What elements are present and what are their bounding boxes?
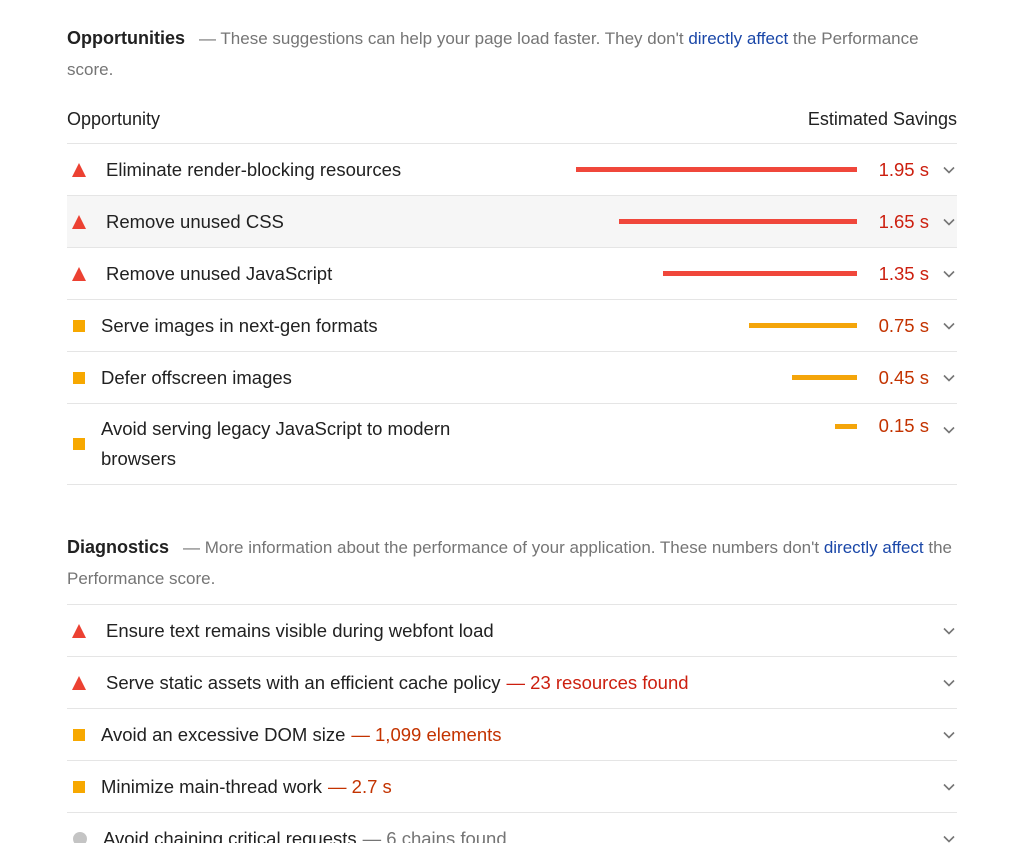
chevron-down-icon[interactable] bbox=[941, 144, 957, 195]
info-circle-icon bbox=[73, 831, 87, 843]
diagnostic-title: Minimize main-thread work bbox=[101, 775, 323, 797]
diagnostic-title: Ensure text remains visible during webfo… bbox=[106, 619, 494, 641]
diagnostic-title: Avoid an excessive DOM size bbox=[101, 723, 346, 745]
opportunity-metric: 0.75 s bbox=[749, 300, 929, 351]
opportunity-metric: 1.65 s bbox=[619, 196, 929, 247]
savings-value: 0.15 s bbox=[878, 415, 929, 436]
average-square-icon bbox=[73, 780, 85, 793]
opportunity-row[interactable]: Defer offscreen images 0.45 s bbox=[67, 352, 957, 404]
diagnostic-label: Ensure text remains visible during webfo… bbox=[106, 620, 957, 642]
opportunity-metric: 0.45 s bbox=[792, 352, 929, 403]
opportunity-label: Defer offscreen images bbox=[101, 366, 292, 388]
opportunity-label: Remove unused CSS bbox=[106, 210, 284, 232]
opportunity-row[interactable]: Remove unused CSS 1.65 s bbox=[67, 196, 957, 248]
chevron-down-icon[interactable] bbox=[941, 605, 957, 656]
opportunity-label: Avoid serving legacy JavaScript to moder… bbox=[101, 418, 451, 469]
diagnostics-desc-pre: — More information about the performance… bbox=[183, 538, 824, 557]
average-square-icon bbox=[73, 371, 85, 384]
chevron-down-icon[interactable] bbox=[941, 404, 957, 456]
opportunity-metric: 0.15 s bbox=[835, 404, 929, 437]
opportunities-section: Opportunities — These suggestions can hel… bbox=[67, 23, 957, 485]
diagnostic-detail: — 6 chains found bbox=[362, 827, 507, 843]
chevron-down-icon[interactable] bbox=[941, 248, 957, 299]
average-square-icon bbox=[73, 319, 85, 332]
opportunity-row[interactable]: Serve images in next-gen formats 0.75 s bbox=[67, 300, 957, 352]
average-square-icon bbox=[73, 438, 85, 450]
diagnostic-title: Serve static assets with an efficient ca… bbox=[106, 671, 501, 693]
chevron-down-icon[interactable] bbox=[941, 761, 957, 812]
opportunity-label: Eliminate render-blocking resources bbox=[106, 158, 402, 180]
chevron-down-icon[interactable] bbox=[941, 657, 957, 708]
diagnostic-label: Minimize main-thread work — 2.7 s bbox=[101, 776, 957, 798]
opportunities-desc-link[interactable]: directly affect bbox=[688, 29, 789, 48]
diagnostic-row[interactable]: Serve static assets with an efficient ca… bbox=[67, 657, 957, 709]
diagnostic-row[interactable]: Ensure text remains visible during webfo… bbox=[67, 605, 957, 657]
savings-bar bbox=[749, 323, 857, 328]
fail-triangle-icon bbox=[72, 214, 86, 229]
diagnostics-desc-link[interactable]: directly affect bbox=[823, 538, 924, 557]
savings-value: 1.95 s bbox=[878, 158, 929, 180]
average-square-icon bbox=[73, 728, 85, 741]
chevron-down-icon[interactable] bbox=[941, 813, 957, 843]
fail-triangle-icon bbox=[72, 162, 86, 177]
opportunities-header: Opportunities — These suggestions can hel… bbox=[67, 23, 957, 85]
diagnostics-section: Diagnostics — More information about the … bbox=[67, 532, 957, 843]
fail-triangle-icon bbox=[72, 623, 86, 638]
diagnostics-title: Diagnostics bbox=[67, 537, 170, 557]
diagnostic-row[interactable]: Avoid chaining critical requests — 6 chai… bbox=[67, 813, 957, 843]
diagnostics-desc-post: the Performance score. bbox=[67, 538, 953, 588]
opportunities-title: Opportunities bbox=[67, 28, 185, 48]
opportunity-row[interactable]: Eliminate render-blocking resources 1.95… bbox=[67, 144, 957, 196]
opportunities-table-header: Opportunity Estimated Savings bbox=[67, 96, 957, 144]
diagnostic-detail: — 1,099 elements bbox=[351, 723, 502, 745]
estimated-savings-column-header: Estimated Savings bbox=[807, 109, 957, 129]
diagnostic-label: Avoid chaining critical requests — 6 chai… bbox=[103, 828, 957, 843]
opportunity-metric: 1.95 s bbox=[576, 144, 929, 195]
savings-bar bbox=[663, 271, 857, 276]
opportunity-row[interactable]: Avoid serving legacy JavaScript to moder… bbox=[67, 404, 957, 485]
diagnostic-label: Avoid an excessive DOM size — 1,099 eleme… bbox=[101, 724, 957, 746]
diagnostic-row[interactable]: Minimize main-thread work — 2.7 s bbox=[67, 761, 957, 813]
savings-bar bbox=[835, 423, 857, 429]
opportunity-label: Serve images in next-gen formats bbox=[101, 314, 378, 336]
savings-value: 0.75 s bbox=[878, 314, 929, 336]
chevron-down-icon[interactable] bbox=[941, 352, 957, 403]
opportunities-desc-post: the Performance score. bbox=[67, 29, 919, 79]
savings-bar bbox=[576, 167, 857, 172]
opportunity-metric: 1.35 s bbox=[663, 248, 929, 299]
opportunity-label: Remove unused JavaScript bbox=[106, 262, 333, 284]
savings-value: 0.45 s bbox=[878, 366, 929, 388]
chevron-down-icon[interactable] bbox=[941, 709, 957, 760]
diagnostic-detail: — 2.7 s bbox=[328, 775, 392, 797]
opportunity-row[interactable]: Remove unused JavaScript 1.35 s bbox=[67, 248, 957, 300]
savings-bar bbox=[619, 219, 857, 224]
fail-triangle-icon bbox=[72, 675, 86, 690]
savings-value: 1.65 s bbox=[878, 210, 929, 232]
diagnostic-label: Serve static assets with an efficient ca… bbox=[106, 672, 957, 694]
savings-value: 1.35 s bbox=[878, 262, 929, 284]
savings-bar bbox=[792, 375, 857, 380]
diagnostic-detail: — 23 resources found bbox=[506, 671, 689, 693]
fail-triangle-icon bbox=[72, 266, 86, 281]
diagnostics-header: Diagnostics — More information about the … bbox=[67, 532, 957, 605]
chevron-down-icon[interactable] bbox=[941, 300, 957, 351]
diagnostic-row[interactable]: Avoid an excessive DOM size — 1,099 eleme… bbox=[67, 709, 957, 761]
opportunity-column-header: Opportunity bbox=[67, 109, 161, 129]
opportunities-desc-pre: — These suggestions can help your page l… bbox=[199, 29, 689, 48]
chevron-down-icon[interactable] bbox=[941, 196, 957, 247]
diagnostic-title: Avoid chaining critical requests bbox=[103, 827, 357, 843]
